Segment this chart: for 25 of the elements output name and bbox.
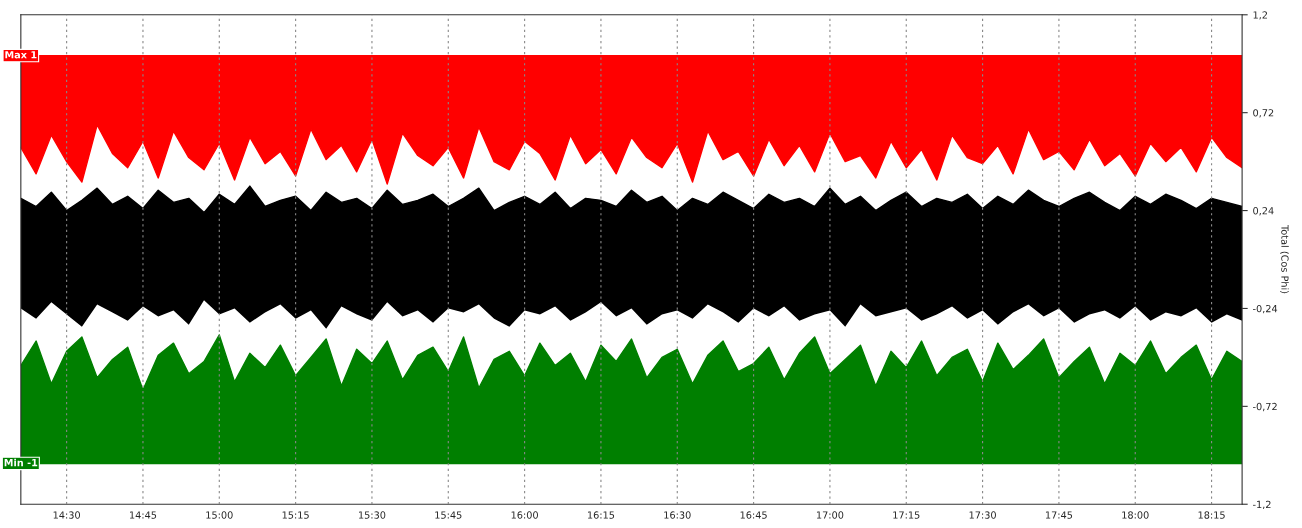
x-tick-label: 18:15 <box>1198 511 1225 519</box>
ref-line-label: Min -1 <box>4 458 38 467</box>
y-tick-label: -0,24 <box>1253 304 1278 314</box>
y-axis-title: Total (Cos Phi) <box>1280 224 1289 294</box>
x-tick-label: 17:15 <box>893 511 920 519</box>
y-tick-label: 1,2 <box>1253 11 1268 20</box>
ref-line-label: Max 1 <box>5 51 37 59</box>
x-tick-label: 14:30 <box>53 511 80 519</box>
x-tick-label: 18:00 <box>1122 511 1149 519</box>
x-tick-label: 16:15 <box>588 511 615 519</box>
x-tick-label: 15:45 <box>435 511 462 519</box>
x-tick-label: 16:45 <box>740 511 767 519</box>
x-tick-label: 17:30 <box>969 511 996 519</box>
x-tick-label: 15:30 <box>359 511 386 519</box>
x-tick-label: 14:45 <box>130 511 157 519</box>
y-tick-label: -0,72 <box>1253 402 1277 412</box>
x-tick-label: 15:00 <box>206 511 233 519</box>
x-tick-label: 16:00 <box>511 511 538 519</box>
x-tick-label: 15:15 <box>282 511 309 519</box>
x-tick-label: 17:45 <box>1045 511 1073 519</box>
x-tick-label: 16:30 <box>664 511 691 519</box>
y-tick-label: 0,24 <box>1253 207 1274 216</box>
y-tick-label: -1,2 <box>1253 500 1271 510</box>
y-tick-label: 0,72 <box>1253 109 1274 118</box>
x-tick-label: 17:00 <box>816 511 844 519</box>
